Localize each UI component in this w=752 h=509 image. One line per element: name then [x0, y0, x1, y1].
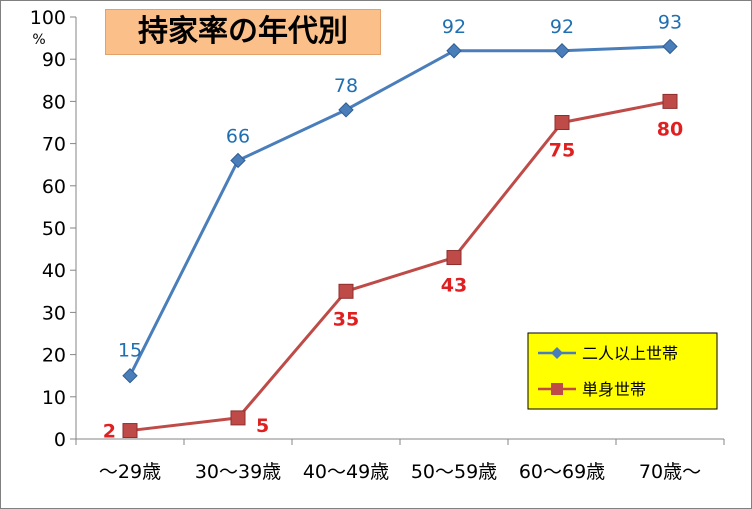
series-line	[128, 45, 671, 377]
y-tick-label: 70	[42, 134, 66, 156]
data-label: 78	[334, 75, 358, 97]
axes	[70, 16, 725, 445]
data-label: 43	[441, 275, 467, 297]
data-label: 5	[256, 415, 269, 437]
y-tick-label: 90	[42, 49, 66, 71]
series-line	[129, 99, 671, 433]
y-axis-unit: %	[32, 32, 45, 48]
data-label: 2	[103, 421, 116, 443]
data-point-square	[122, 423, 138, 439]
x-tick-labels: ～29歳 30～39歳 40～49歳 50～59歳 60～69歳 70歳～	[99, 461, 701, 483]
x-tick-label: 30～39歳	[195, 461, 281, 483]
legend: 二人以上世帯 単身世帯	[527, 332, 718, 410]
data-label: 15	[118, 340, 142, 362]
data-point-square	[338, 283, 354, 299]
data-label: 75	[549, 140, 575, 162]
data-point-diamond	[230, 152, 246, 169]
y-tick-label: 80	[42, 91, 66, 113]
series: 15 66 78 92 92 93 2 5 35 43 75 80	[103, 12, 683, 443]
legend-square-marker	[551, 383, 563, 395]
data-label: 35	[333, 308, 359, 330]
chart-title: 持家率の年代別	[105, 9, 381, 55]
y-tick-labels: 0 10 20 30 40 50 60 70 80 90 100	[30, 7, 66, 451]
data-point-diamond	[554, 43, 570, 59]
y-tick-label: 10	[42, 387, 66, 409]
data-point-diamond	[662, 38, 678, 55]
x-tick-label: ～29歳	[99, 461, 161, 483]
series-single-household: 2 5 35 43 75 80	[103, 93, 683, 443]
y-tick-label: 50	[42, 218, 66, 240]
data-point-square	[230, 410, 246, 426]
data-label: 80	[657, 118, 683, 140]
x-tick-label: 60～69歳	[519, 461, 605, 483]
x-tick-label: 40～49歳	[303, 461, 389, 483]
data-label: 92	[442, 16, 466, 38]
data-point-square	[446, 250, 462, 266]
data-point-diamond	[446, 43, 462, 59]
x-tick-label: 50～59歳	[411, 461, 497, 483]
legend-box	[527, 332, 718, 410]
y-tick-label: 60	[42, 176, 66, 198]
y-tick-label: 40	[42, 260, 66, 282]
y-tick-label: 100	[30, 7, 66, 29]
data-label: 66	[226, 125, 250, 147]
series-multi-person-household: 15 66 78 92 92 93	[118, 12, 682, 384]
data-point-diamond	[122, 367, 138, 384]
data-label: 92	[550, 16, 574, 38]
legend-label-multi-person: 二人以上世帯	[582, 344, 678, 363]
data-point-square	[554, 115, 570, 130]
x-tick-label: 70歳～	[639, 461, 701, 483]
data-label: 93	[658, 12, 682, 34]
legend-label-single: 単身世帯	[582, 380, 646, 399]
y-tick-label: 30	[42, 302, 66, 324]
y-tick-label: 20	[42, 345, 66, 367]
data-point-square	[662, 93, 678, 109]
data-point-diamond	[338, 102, 354, 118]
legend-diamond-marker	[551, 347, 563, 359]
y-tick-label: 0	[54, 429, 66, 451]
